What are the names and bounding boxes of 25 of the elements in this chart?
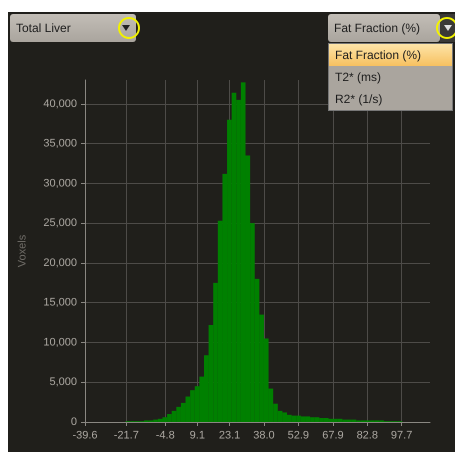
y-tick-label: 25,000 [43, 217, 77, 230]
y-tick-label: 15,000 [43, 296, 77, 309]
x-tick-label: -4.8 [156, 430, 175, 442]
y-tick-label: 20,000 [43, 256, 77, 269]
x-tick-label: 52.9 [288, 430, 310, 442]
annotation: T2* (ms) [334, 69, 382, 86]
y-tick-label: 5,000 [49, 376, 77, 388]
x-tick-label: 97.7 [390, 430, 412, 442]
x-tick-label: 23.1 [218, 430, 240, 442]
dropdown-field: Total Liver [10, 14, 136, 42]
y-tick-label: 35,000 [43, 138, 77, 150]
x-tick-label: 9.1 [190, 430, 205, 442]
dropdown-field: Fat Fraction (%) [328, 14, 440, 42]
x-tick-label: 38.0 [253, 430, 275, 442]
x-tick-label: -21.7 [114, 430, 139, 442]
y-tick-label: 40,000 [43, 98, 77, 110]
x-tick-label: 82.8 [356, 430, 378, 442]
y-tick-label: 10,000 [43, 336, 77, 348]
y-tick-label: 0 [70, 416, 77, 428]
x-tick-label: 67.9 [322, 430, 344, 442]
y-axis-title: Voxels [16, 234, 28, 268]
x-tick-label: -39.6 [72, 430, 98, 442]
annotation: R2* (1/s) [334, 91, 384, 108]
y-tick-label: 30,000 [43, 177, 77, 190]
dropdown-menu: Fat Fraction (%) T2* (ms) R2* (1/s) [328, 43, 453, 111]
